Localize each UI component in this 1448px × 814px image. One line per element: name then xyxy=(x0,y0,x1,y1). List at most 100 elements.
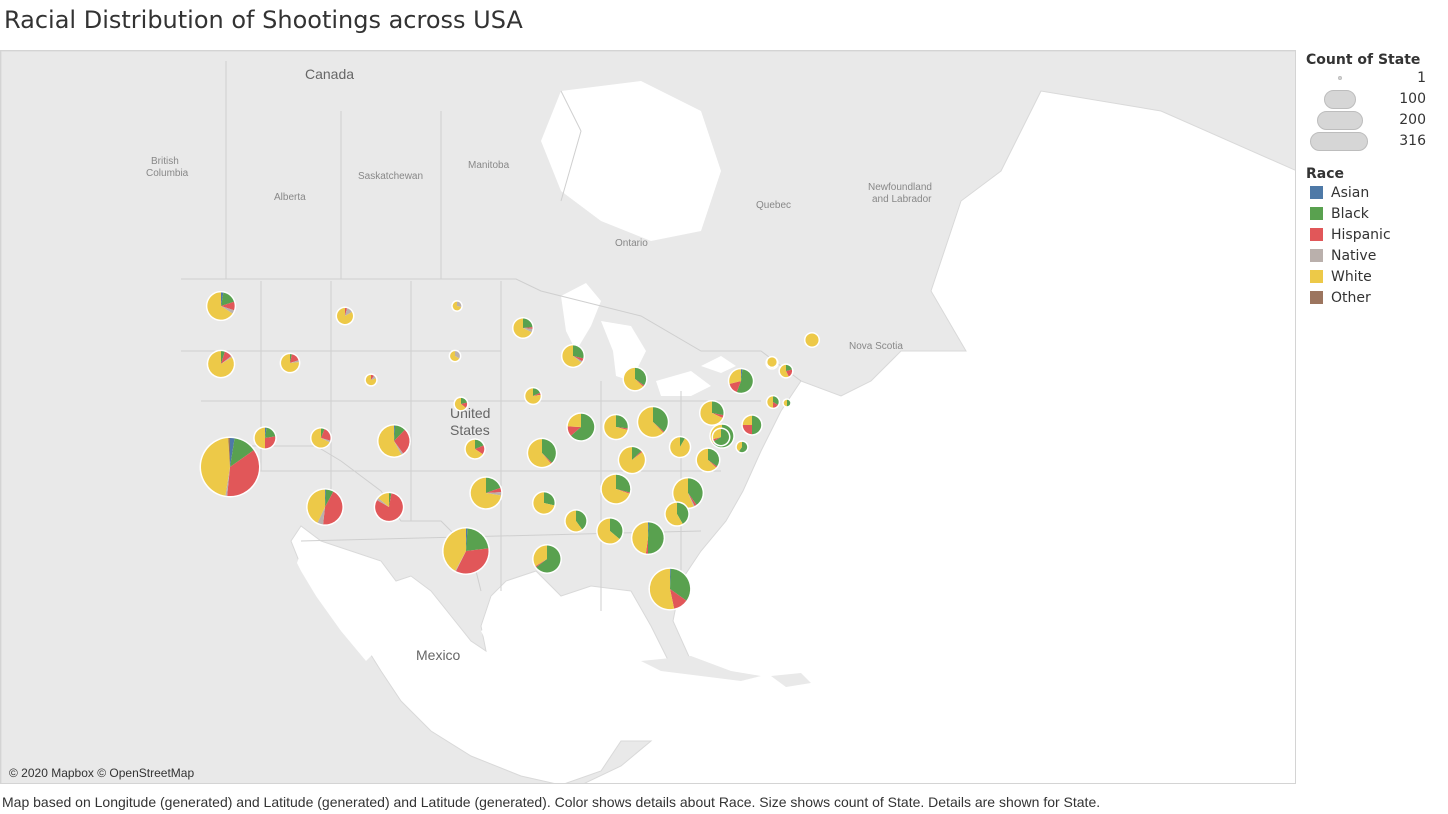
state-pie-delaware[interactable] xyxy=(735,440,749,454)
state-pie-alabama[interactable] xyxy=(596,517,624,545)
pie-slice-black xyxy=(712,401,724,416)
state-pie-oklahoma[interactable] xyxy=(469,476,503,510)
label-ontario: Ontario xyxy=(615,238,648,249)
race-legend-black[interactable]: Black xyxy=(1306,203,1446,224)
state-pie-arizona[interactable] xyxy=(306,488,344,526)
pie-slice-native xyxy=(221,306,234,314)
state-pie-tennessee[interactable] xyxy=(600,473,632,505)
race-legend-native[interactable]: Native xyxy=(1306,245,1446,266)
state-pie-washington[interactable] xyxy=(205,290,237,322)
pie-slice-hispanic xyxy=(786,369,793,377)
pie-slice-black xyxy=(576,510,587,530)
label-nova-scotia: Nova Scotia xyxy=(849,341,903,352)
pie-slice-hispanic xyxy=(653,422,665,433)
pie-slice-white xyxy=(742,415,752,425)
pie-slice-white xyxy=(597,518,620,544)
state-pie-wyoming[interactable] xyxy=(364,373,378,387)
state-pie-california[interactable] xyxy=(199,436,261,498)
state-pie-minnesota[interactable] xyxy=(511,316,535,340)
pie-slice-white xyxy=(805,333,819,347)
race-label: Other xyxy=(1331,289,1371,306)
size-legend-value: 100 xyxy=(1399,91,1426,107)
state-pie-new-jersey[interactable] xyxy=(741,414,763,436)
pie-slice-native xyxy=(225,467,230,496)
pie-slice-white xyxy=(729,369,741,384)
state-pie-indiana[interactable] xyxy=(602,413,630,441)
state-pie-pennsylvania[interactable] xyxy=(698,399,726,427)
pie-slice-hispanic xyxy=(616,427,628,430)
state-pie-idaho[interactable] xyxy=(279,352,301,374)
swatch-other xyxy=(1310,291,1323,304)
hudson-bay xyxy=(541,81,721,241)
pie-slice-black xyxy=(635,367,647,386)
pie-slice-black xyxy=(265,427,276,438)
pie-slice-white xyxy=(601,474,630,504)
state-pie-texas[interactable] xyxy=(442,527,490,575)
pie-slice-hispanic xyxy=(321,429,331,441)
pie-slice-asian xyxy=(466,528,468,551)
pie-slice-native xyxy=(457,301,462,307)
state-pie-kansas[interactable] xyxy=(464,438,486,460)
pie-slice-hispanic xyxy=(573,356,584,362)
state-pie-south-dakota[interactable] xyxy=(448,349,462,363)
state-pie-south-carolina[interactable] xyxy=(664,501,690,527)
pie-slice-white xyxy=(208,351,234,377)
state-pie-vermont[interactable] xyxy=(765,355,779,369)
state-pie-utah[interactable] xyxy=(309,426,333,450)
race-legend-asian[interactable]: Asian xyxy=(1306,182,1446,203)
state-pie-west-virginia[interactable] xyxy=(668,435,692,459)
state-pie-louisiana[interactable] xyxy=(532,544,562,574)
state-pie-ohio[interactable] xyxy=(636,405,670,439)
state-pie-missouri[interactable] xyxy=(526,437,558,469)
pie-slice-white xyxy=(649,568,675,610)
map-canvas[interactable]: Canada Mexico United States British Colu… xyxy=(1,51,1296,784)
state-pie-montana[interactable] xyxy=(335,306,355,326)
pie-slice-asian xyxy=(648,522,650,538)
pie-slice-native xyxy=(573,356,583,363)
state-pie-connecticut[interactable] xyxy=(765,394,781,410)
state-pie-illinois[interactable] xyxy=(566,412,596,442)
state-pie-colorado[interactable] xyxy=(377,424,411,458)
pie-slice-black xyxy=(221,351,225,364)
race-legend-white[interactable]: White xyxy=(1306,266,1446,287)
state-pie-nevada[interactable] xyxy=(253,426,277,450)
state-pie-markers xyxy=(199,290,821,611)
size-legend-row: 1 xyxy=(1306,68,1446,89)
pie-slice-black xyxy=(290,354,292,363)
race-legend-hispanic[interactable]: Hispanic xyxy=(1306,224,1446,245)
state-pie-iowa[interactable] xyxy=(523,386,543,406)
state-pie-wisconsin[interactable] xyxy=(560,343,586,369)
state-pie-north-dakota[interactable] xyxy=(451,300,463,312)
pie-slice-native xyxy=(371,375,376,380)
state-pie-mississippi[interactable] xyxy=(564,509,588,533)
pie-slice-hispanic xyxy=(616,489,630,494)
state-pie-michigan[interactable] xyxy=(622,366,648,392)
state-pie-florida[interactable] xyxy=(648,567,692,611)
pie-slice-hispanic xyxy=(645,538,648,554)
pie-slice-black xyxy=(536,545,561,573)
pie-slice-white xyxy=(443,528,466,571)
state-pie-georgia[interactable] xyxy=(630,520,666,556)
state-pie-new-york[interactable] xyxy=(727,367,755,395)
state-pie-arkansas[interactable] xyxy=(531,490,557,516)
state-pie-nebraska[interactable] xyxy=(453,396,469,412)
pie-slice-black xyxy=(632,447,642,460)
state-pie-oregon[interactable] xyxy=(206,349,236,379)
state-pie-rhode-island[interactable] xyxy=(782,398,792,408)
pie-slice-black xyxy=(677,502,689,524)
pie-slice-white xyxy=(533,545,547,567)
race-legend-other[interactable]: Other xyxy=(1306,287,1446,308)
pie-slice-white xyxy=(454,397,466,411)
pie-slice-hispanic xyxy=(221,301,235,311)
map-view[interactable]: Canada Mexico United States British Colu… xyxy=(0,50,1296,784)
state-pie-washington-dc[interactable] xyxy=(711,427,731,447)
state-pie-virginia[interactable] xyxy=(695,447,721,473)
pie-slice-white xyxy=(713,429,721,440)
state-pie-kentucky[interactable] xyxy=(617,445,647,475)
state-pie-massachusetts[interactable] xyxy=(778,363,794,379)
state-pie-north-carolina[interactable] xyxy=(671,476,705,510)
state-pie-maine[interactable] xyxy=(803,331,821,349)
state-pie-new-mexico[interactable] xyxy=(373,491,405,523)
pie-slice-white xyxy=(736,441,742,452)
pie-slice-black xyxy=(389,493,392,507)
